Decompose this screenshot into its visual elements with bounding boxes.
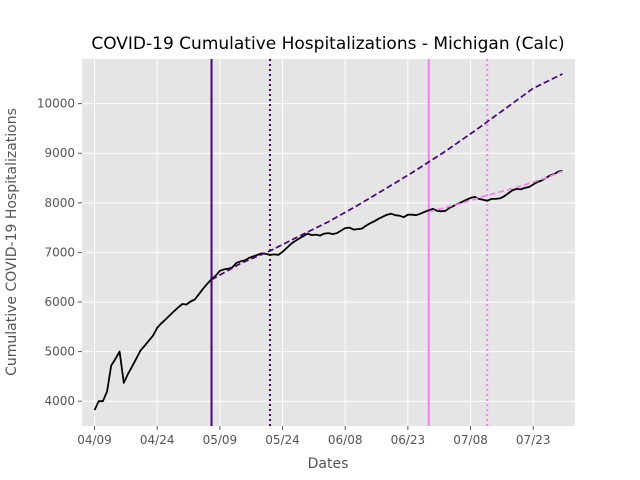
y-tick-label: 10000	[37, 97, 75, 111]
y-tick-label: 9000	[44, 146, 75, 160]
series-projection-line	[428, 170, 563, 213]
y-axis-label: Cumulative COVID-19 Hospitalizations	[4, 108, 20, 376]
y-axis-ticks: 4000 5000 6000 7000 8000 9000 10000	[37, 97, 82, 408]
series-lines	[93, 73, 563, 411]
x-tick-label: 04/09	[77, 433, 112, 447]
x-tick-label: 07/08	[453, 433, 488, 447]
series-projection-line	[211, 73, 563, 281]
chart-title: COVID-19 Cumulative Hospitalizations - M…	[91, 34, 564, 54]
x-axis-ticks: 04/09 04/24 05/09 05/24 06/08 06/23 07/08 07/23	[77, 426, 551, 447]
x-tick-label: 05/09	[203, 433, 238, 447]
y-tick-label: 7000	[44, 245, 75, 259]
x-tick-label: 07/23	[516, 433, 551, 447]
y-tick-label: 4000	[44, 394, 75, 408]
y-tick-label: 5000	[44, 345, 75, 359]
x-axis-label: Dates	[308, 456, 349, 472]
x-tick-label: 06/23	[391, 433, 426, 447]
x-tick-label: 06/08	[328, 433, 363, 447]
y-tick-label: 6000	[44, 295, 75, 309]
grid	[82, 59, 575, 426]
plot-background	[82, 59, 575, 426]
x-tick-label: 05/24	[265, 433, 300, 447]
y-tick-label: 8000	[44, 196, 75, 210]
series-observed-line	[93, 169, 563, 411]
x-tick-label: 04/24	[140, 433, 175, 447]
vertical-reference-lines	[210, 59, 489, 426]
